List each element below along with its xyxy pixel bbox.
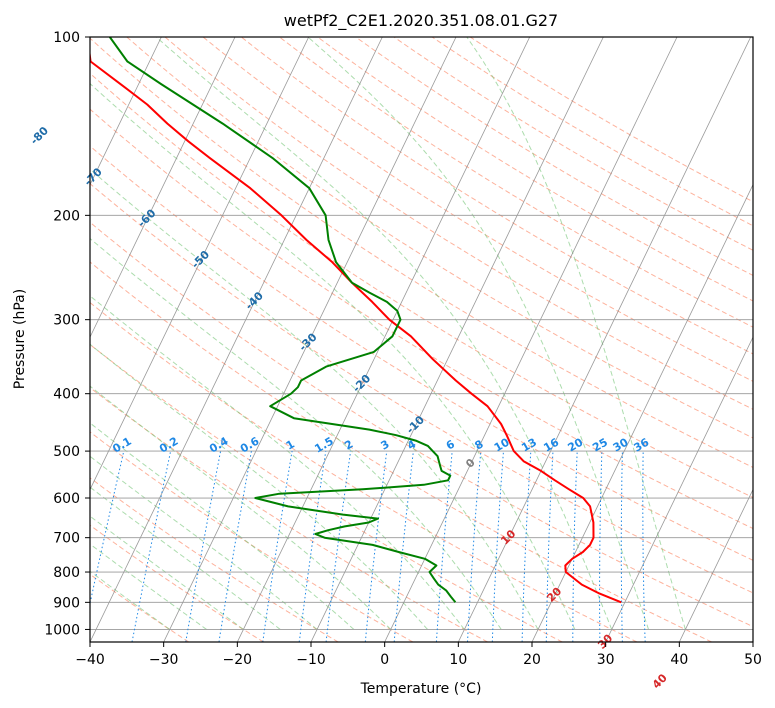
isotherm-line [457, 37, 752, 642]
dry-adiabat-line [164, 37, 753, 410]
x-tick-label: −10 [296, 652, 326, 668]
isotherm-line [163, 37, 457, 642]
mixing-ratio-line [262, 451, 293, 642]
mixing-ratio-line [393, 451, 414, 642]
moist-adiabat-line [90, 422, 355, 630]
x-axis-label: Temperature (°C) [360, 681, 482, 697]
x-tick-label: −20 [223, 652, 253, 668]
dry-adiabat-line [90, 261, 712, 642]
x-tick-label: 50 [744, 652, 762, 668]
y-tick-label: 400 [53, 387, 80, 403]
x-tick-label: 10 [449, 652, 467, 668]
y-tick-label: 800 [53, 565, 80, 581]
isotherm-line [236, 37, 531, 642]
moist-adiabat-line [90, 455, 318, 630]
y-tick-label: 500 [53, 444, 80, 460]
moist-adiabat-line [466, 37, 686, 630]
dry-adiabat-line [90, 183, 753, 594]
axis-ticks: −40 −30 −20 −10 0 10 20 30 40 50 100 200 300 400 500 60… [44, 30, 762, 668]
y-tick-label: 1000 [44, 622, 80, 638]
y-tick-label: 700 [53, 531, 80, 547]
moist-adiabat-line [90, 385, 392, 630]
dewpoint-profile-line [108, 37, 457, 603]
mixing-ratio-line [325, 451, 352, 642]
moist-adiabat-line [90, 237, 502, 630]
dry-adiabat-line [90, 108, 753, 530]
x-tick-label: 30 [597, 652, 615, 668]
isotherm-line [90, 37, 162, 186]
profile-lines [90, 37, 622, 604]
plot-frame [89, 36, 754, 643]
isotherm-line [90, 37, 383, 642]
chart-title: wetPf2_C2E1.2020.351.08.01.G27 [284, 11, 558, 31]
dry-adiabat-line [202, 37, 753, 382]
dry-adiabat-line [90, 301, 638, 642]
dry-adiabat-line [90, 573, 190, 642]
y-tick-label: 200 [53, 208, 80, 224]
y-tick-label: 600 [53, 491, 80, 507]
dry-adiabat-line [317, 37, 753, 302]
temperature-profile-line [90, 49, 622, 604]
isotherm-line [605, 336, 753, 642]
mixing-ratio-line [435, 451, 453, 642]
isotherm-line [90, 37, 236, 339]
background-lines [90, 37, 753, 642]
moist-adiabat-line [90, 343, 428, 630]
x-tick-label: −30 [149, 652, 179, 668]
x-tick-label: 40 [670, 652, 688, 668]
x-tick-label: 0 [380, 652, 389, 668]
dry-adiabat-line [90, 221, 753, 628]
y-tick-label: 100 [53, 30, 80, 46]
isotherm-line [678, 488, 753, 642]
y-tick-label: 900 [53, 595, 80, 611]
dry-adiabat-line [90, 72, 753, 499]
dry-adiabat-line [126, 37, 753, 439]
y-tick-label: 300 [53, 313, 80, 329]
mixing-ratio-line [298, 451, 327, 642]
dry-adiabat-line [90, 343, 563, 642]
moist-adiabat-line [307, 37, 650, 630]
x-tick-label: 20 [523, 652, 541, 668]
isotherm-line [90, 37, 310, 491]
mixing-ratio-line [364, 451, 388, 642]
y-axis-label: Pressure (hPa) [12, 289, 28, 389]
isotherm-line [531, 183, 753, 642]
dry-adiabat-line [90, 477, 339, 642]
isotherm-line [310, 37, 604, 642]
x-tick-label: −40 [75, 652, 105, 668]
isotherm-line [384, 37, 678, 642]
moist-adiabat-line [90, 168, 539, 630]
